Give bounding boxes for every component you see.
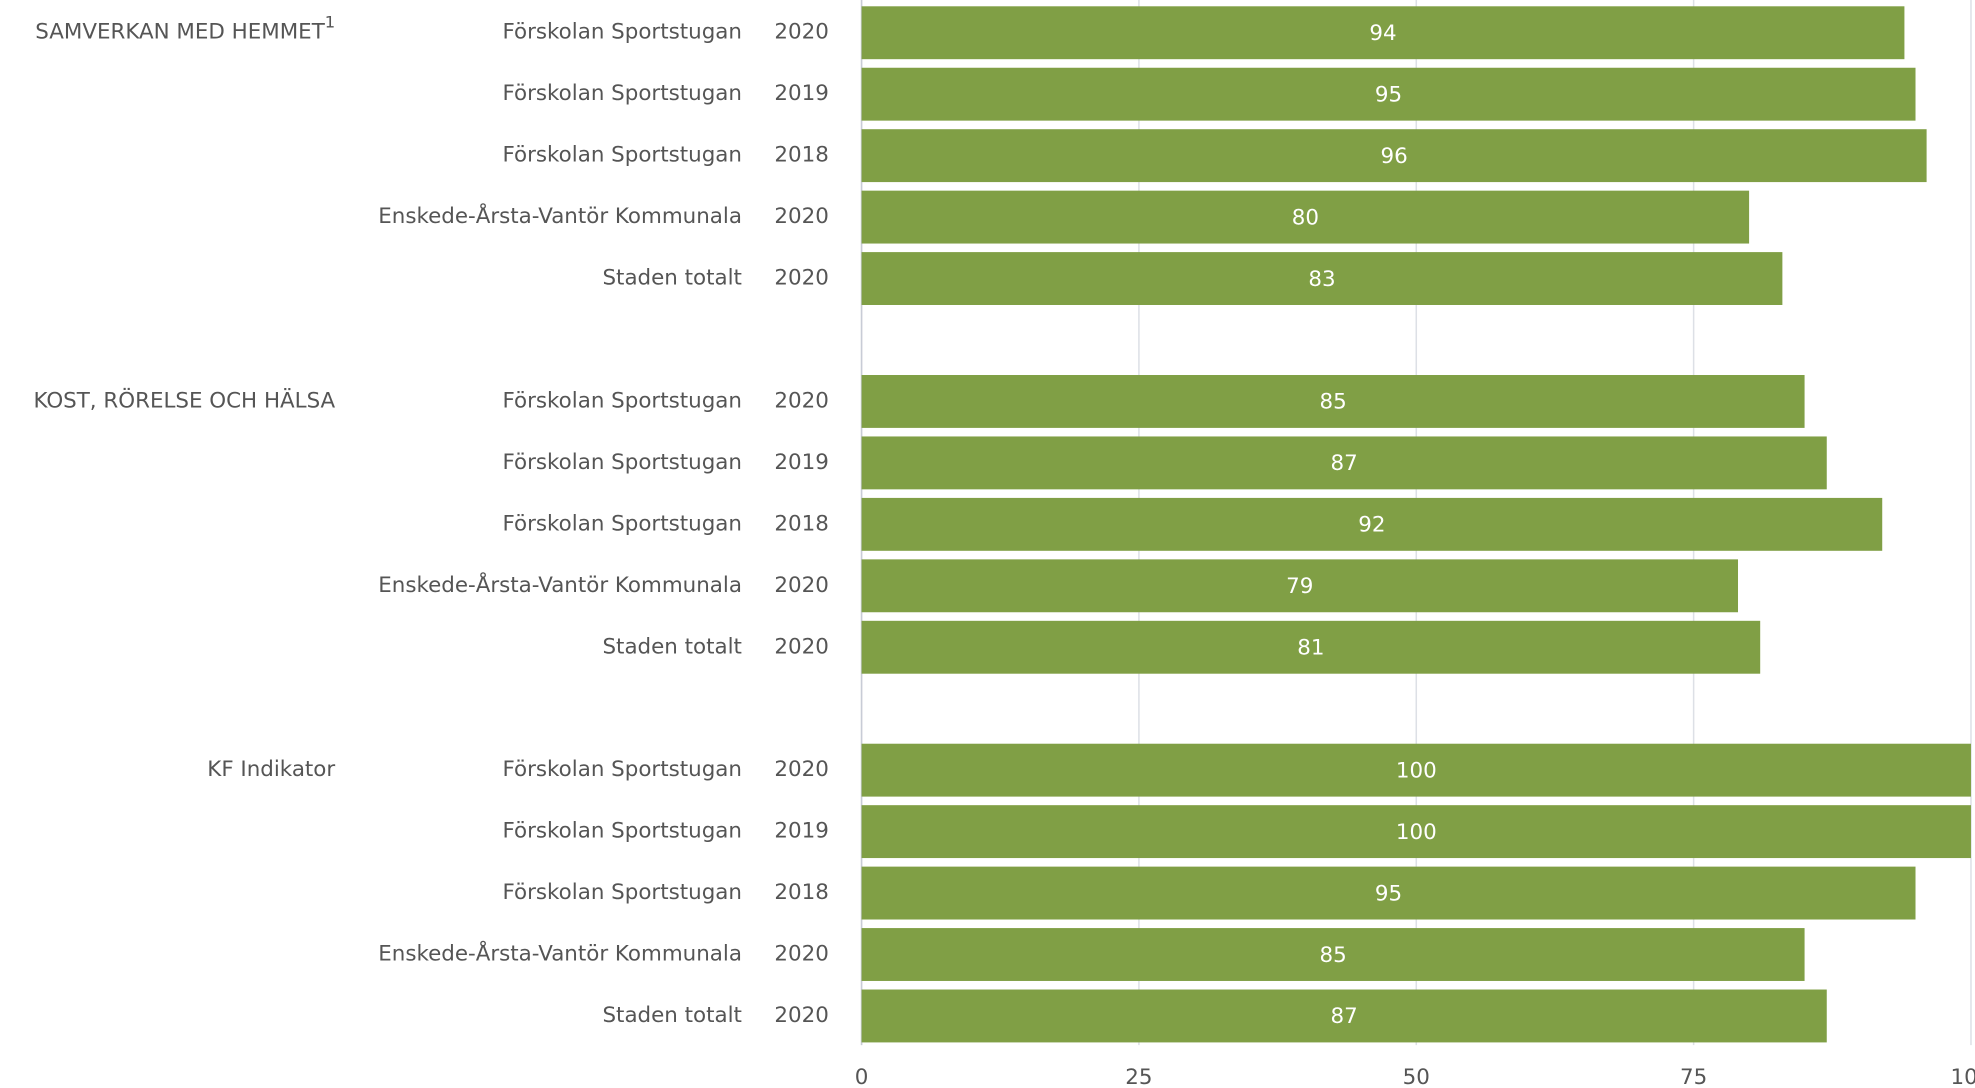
year-label: 2020 xyxy=(774,942,828,967)
year-label: 2020 xyxy=(774,634,828,659)
group-label: KOST, RÖRELSE OCH HÄLSA xyxy=(33,387,335,413)
year-label: 2020 xyxy=(774,1003,828,1028)
category-label: Förskolan Sportstugan xyxy=(502,880,741,905)
bar xyxy=(861,743,1971,797)
category-label: Staden totalt xyxy=(602,266,741,291)
bar xyxy=(861,436,1827,490)
x-tick-label: 100 xyxy=(1951,1065,1975,1088)
note-marker: 1 xyxy=(325,12,335,31)
value-label: 79 xyxy=(1286,574,1313,599)
year-label: 2019 xyxy=(774,81,828,106)
bar xyxy=(861,805,1971,859)
value-label: 95 xyxy=(1375,881,1402,906)
category-label: Förskolan Sportstugan xyxy=(502,450,741,475)
year-label: 2018 xyxy=(774,143,828,168)
value-label: 81 xyxy=(1297,636,1324,661)
year-label: 2020 xyxy=(774,204,828,229)
value-label: 85 xyxy=(1319,390,1346,415)
category-label: Förskolan Sportstugan xyxy=(502,819,741,844)
category-label: Förskolan Sportstugan xyxy=(502,757,741,782)
year-label: 2018 xyxy=(774,511,828,536)
category-label: Enskede-Årsta-Vantör Kommunala xyxy=(378,202,742,229)
bar xyxy=(861,375,1805,428)
category-label: Enskede-Årsta-Vantör Kommunala xyxy=(378,940,742,967)
category-label: Enskede-Årsta-Vantör Kommunala xyxy=(378,571,742,598)
year-label: 2020 xyxy=(774,388,828,413)
value-label: 85 xyxy=(1319,943,1346,968)
category-label: Staden totalt xyxy=(602,1003,741,1028)
group-label: SAMVERKAN MED HEMMET1 xyxy=(35,12,335,45)
value-label: 92 xyxy=(1358,513,1385,538)
value-label: 100 xyxy=(1396,758,1437,783)
group-name: KF Indikator xyxy=(207,757,335,782)
category-label: Förskolan Sportstugan xyxy=(502,20,741,45)
bar xyxy=(861,252,1783,305)
value-label: 87 xyxy=(1331,1004,1358,1029)
bar xyxy=(861,866,1916,920)
group-name: SAMVERKAN MED HEMMET xyxy=(35,20,325,45)
bar xyxy=(861,928,1805,981)
group-name: KOST, RÖRELSE OCH HÄLSA xyxy=(33,387,335,413)
category-label: Förskolan Sportstugan xyxy=(502,143,741,168)
bar xyxy=(861,129,1927,183)
year-label: 2019 xyxy=(774,819,828,844)
category-label: Förskolan Sportstugan xyxy=(502,388,741,413)
bar xyxy=(861,497,1883,551)
x-tick-label: 50 xyxy=(1403,1065,1430,1088)
value-label: 100 xyxy=(1396,820,1437,845)
value-label: 95 xyxy=(1375,82,1402,107)
year-label: 2018 xyxy=(774,880,828,905)
year-label: 2020 xyxy=(774,573,828,598)
year-label: 2020 xyxy=(774,266,828,291)
x-tick-label: 0 xyxy=(855,1065,869,1088)
category-label: Staden totalt xyxy=(602,634,741,659)
bar xyxy=(861,67,1916,121)
group-label: KF Indikator xyxy=(207,757,335,782)
year-label: 2020 xyxy=(774,20,828,45)
bar xyxy=(861,6,1905,60)
x-tick-label: 25 xyxy=(1125,1065,1152,1088)
value-label: 83 xyxy=(1308,267,1335,292)
value-label: 87 xyxy=(1331,451,1358,476)
year-label: 2020 xyxy=(774,757,828,782)
value-label: 80 xyxy=(1292,205,1319,230)
bar xyxy=(861,190,1750,244)
year-label: 2019 xyxy=(774,450,828,475)
category-label: Förskolan Sportstugan xyxy=(502,81,741,106)
x-tick-label: 75 xyxy=(1680,1065,1707,1088)
value-label: 94 xyxy=(1369,21,1396,46)
bar xyxy=(861,989,1827,1043)
value-label: 96 xyxy=(1380,144,1407,169)
bar xyxy=(861,620,1761,674)
bar xyxy=(861,559,1739,613)
category-label: Förskolan Sportstugan xyxy=(502,511,741,536)
